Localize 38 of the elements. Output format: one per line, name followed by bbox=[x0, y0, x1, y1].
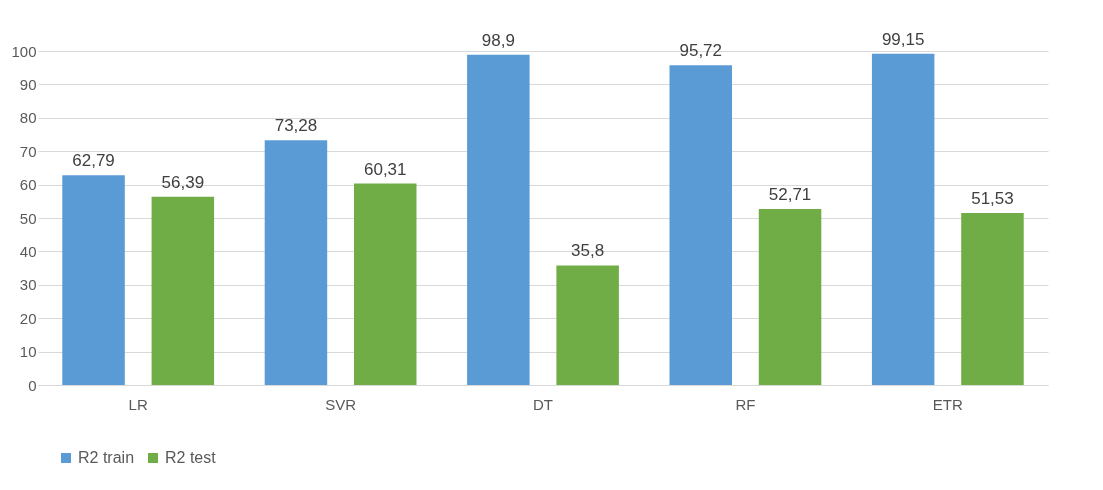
y-tick-label: 40 bbox=[19, 242, 37, 260]
bar bbox=[961, 212, 1024, 385]
bar bbox=[151, 196, 215, 385]
y-tick-label: 50 bbox=[19, 209, 37, 227]
y-tick-label: 90 bbox=[19, 75, 37, 93]
x-tick-label: ETR bbox=[932, 395, 963, 413]
y-tick-label: 0 bbox=[28, 376, 37, 394]
legend-label: R2 test bbox=[165, 449, 217, 466]
data-label: 35,8 bbox=[571, 241, 605, 261]
y-tick-label: 10 bbox=[19, 343, 37, 361]
data-label: 73,28 bbox=[274, 116, 318, 136]
y-tick-label: 70 bbox=[19, 142, 37, 160]
y-tick-label: 30 bbox=[19, 276, 37, 294]
data-label: 98,9 bbox=[481, 30, 515, 50]
y-tick-label: 80 bbox=[19, 109, 37, 127]
data-label: 95,72 bbox=[679, 41, 723, 61]
bar bbox=[669, 65, 733, 385]
bar bbox=[353, 183, 417, 385]
x-tick-label: DT bbox=[533, 395, 553, 413]
data-label: 56,39 bbox=[161, 172, 205, 192]
data-label: 60,31 bbox=[363, 159, 407, 179]
bar bbox=[467, 54, 530, 385]
data-label: 51,53 bbox=[971, 188, 1014, 208]
legend-label: R2 train bbox=[78, 449, 135, 466]
data-label: 99,15 bbox=[881, 29, 925, 49]
bar bbox=[62, 175, 125, 385]
data-label: 52,71 bbox=[768, 184, 812, 204]
y-tick-label: 100 bbox=[11, 42, 37, 60]
y-tick-label: 60 bbox=[19, 176, 37, 194]
bar bbox=[871, 53, 935, 385]
x-tick-label: RF bbox=[735, 395, 756, 413]
bar bbox=[556, 265, 619, 385]
bar bbox=[264, 140, 328, 385]
bar bbox=[758, 208, 822, 385]
data-label: 62,79 bbox=[72, 151, 115, 171]
y-tick-label: 20 bbox=[19, 309, 37, 327]
x-tick-label: SVR bbox=[325, 395, 357, 413]
x-tick-label: LR bbox=[128, 395, 148, 413]
